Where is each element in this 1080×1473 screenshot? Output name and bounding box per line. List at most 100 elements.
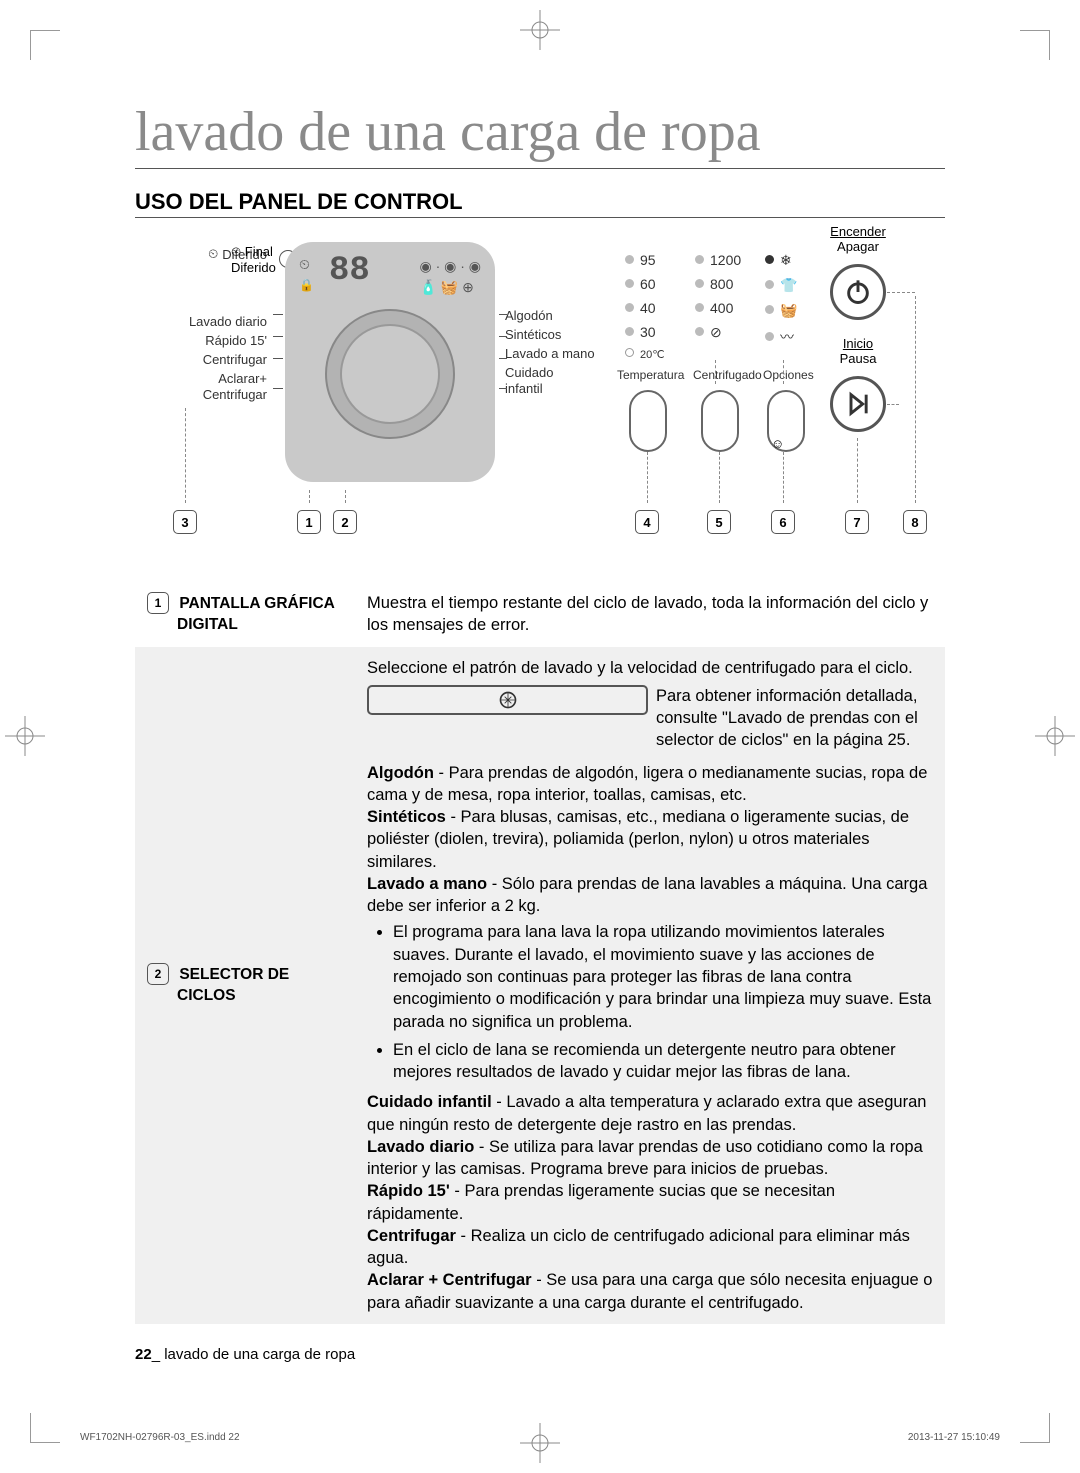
section-heading: USO DEL PANEL DE CONTROL (135, 189, 945, 215)
row-number: 2 (147, 963, 169, 985)
leader-line (915, 296, 916, 503)
opt-icon-wave: 〰 (780, 329, 794, 345)
callout-1: 1 (297, 510, 321, 534)
crop-mark (1020, 1413, 1050, 1443)
page-number: 22 (135, 1346, 152, 1363)
row-label-text: SELECTOR DE (179, 966, 289, 983)
row-label-text: PANTALLA GRÁFICA (179, 595, 335, 612)
callout-2: 2 (333, 510, 357, 534)
label-centrifugar: Centrifugar (135, 352, 267, 367)
control-panel-diagram: ⏲ Diferido Diferido Lavado diario Rápido… (135, 230, 945, 570)
lock-icon: 🔒 (299, 278, 314, 292)
leader-line (887, 404, 899, 405)
registration-mark (5, 716, 45, 756)
connector (499, 358, 507, 359)
crop-mark (1020, 30, 1050, 60)
connector (499, 314, 507, 315)
info-text: Para obtener información detallada, cons… (656, 685, 933, 752)
spin-400: 400 (710, 300, 733, 316)
desc-lavado-mano: Lavado a mano - Sólo para prendas de lan… (367, 873, 933, 918)
list-item: En el ciclo de lana se recomienda un det… (393, 1039, 933, 1084)
leader-line (185, 408, 186, 503)
callout-8: 8 (903, 510, 927, 534)
temperature-button (629, 390, 667, 452)
callout-7: 7 (845, 510, 869, 534)
label-aclarar2: Centrifugar (135, 387, 267, 402)
temp-30: 30 (640, 324, 656, 340)
leader-line (857, 438, 858, 503)
temperature-column: 95 60 40 30 20℃ (625, 252, 665, 369)
page-title: lavado de una carga de ropa (135, 100, 945, 169)
info-icon (367, 685, 648, 715)
temp-60: 60 (640, 276, 656, 292)
connector (499, 388, 507, 389)
print-meta-timestamp: 2013-11-27 15:10:49 (908, 1432, 1000, 1443)
connector (273, 314, 283, 315)
cycle-labels-right: Algodón Sintéticos Lavado a mano Cuidado… (505, 308, 595, 399)
footer-text: lavado de una carga de ropa (164, 1346, 355, 1363)
callout-6: 6 (771, 510, 795, 534)
leader-line (309, 490, 310, 503)
connector (273, 358, 283, 359)
leader-line (783, 360, 784, 384)
power-button (830, 264, 886, 320)
divider (135, 217, 945, 218)
callout-4: 4 (635, 510, 659, 534)
opt-icon-snow: ❄ (780, 252, 792, 268)
row-number: 1 (147, 592, 169, 614)
connector (273, 388, 283, 389)
desc-cuidado: Cuidado infantil - Lavado a alta tempera… (367, 1091, 933, 1136)
label-cuidado1: Cuidado (505, 365, 595, 380)
start-pause-button (830, 376, 886, 432)
bullet-list: El programa para lana lava la ropa utili… (393, 921, 933, 1083)
leader-line (887, 292, 915, 293)
crop-mark (30, 1413, 60, 1443)
desc-centrifugar: Centrifugar - Realiza un ciclo de centri… (367, 1225, 933, 1270)
desc-aclarar: Aclarar + Centrifugar - Se usa para una … (367, 1269, 933, 1314)
row-label-text: CICLOS (177, 987, 236, 1004)
desc-rapido: Rápido 15' - Para prendas ligeramente su… (367, 1180, 933, 1225)
info-note: Para obtener información detallada, cons… (367, 685, 933, 752)
options-label: Opciones (763, 368, 814, 382)
desc-sinteticos: Sintéticos - Para blusas, camisas, etc.,… (367, 806, 933, 873)
temp-20: 20℃ (640, 349, 665, 361)
label-rapido: Rápido 15' (135, 333, 267, 348)
list-item: El programa para lana lava la ropa utili… (393, 921, 933, 1032)
temp-95: 95 (640, 252, 656, 268)
table-row: 2 SELECTOR DE CICLOS Seleccione el patró… (135, 647, 945, 1324)
callout-5: 5 (707, 510, 731, 534)
row-description: Muestra el tiempo restante del ciclo de … (355, 582, 945, 647)
temp-40: 40 (640, 300, 656, 316)
registration-mark (1035, 716, 1075, 756)
leader-line (783, 452, 784, 503)
leader-line (647, 452, 648, 503)
label-aclarar1: Aclarar+ (135, 371, 267, 386)
leader-line (345, 490, 346, 503)
inicio-pausa-label: Inicio Pausa (818, 336, 898, 366)
footer-sep: _ (152, 1346, 165, 1363)
encender-apagar-label: Encender Apagar (818, 224, 898, 254)
desc-diario: Lavado diario - Se utiliza para lavar pr… (367, 1136, 933, 1181)
connector (273, 336, 283, 337)
spin-label: Centrifugado (693, 368, 762, 382)
dial-option-icons: ◉ · ◉ · ◉ 🧴 🧺 ⊕ (419, 258, 481, 300)
label-algodon: Algodón (505, 308, 595, 323)
label-cuidado2: infantil (505, 381, 595, 396)
spin-column: 1200 800 400 ⊘ (695, 252, 741, 349)
page-footer: 22_ lavado de una carga de ropa (135, 1346, 355, 1363)
print-meta-filename: WF1702NH-02796R-03_ES.indd 22 (80, 1432, 240, 1443)
desc-intro: Seleccione el patrón de lavado y la velo… (367, 657, 933, 679)
options-column: ❄ 👕 🧺 〰 (765, 252, 797, 355)
dial-display: 88 (329, 252, 370, 290)
leader-line (719, 452, 720, 503)
temperature-label: Temperatura (617, 368, 684, 382)
cycle-dial: ⏲ 🔒 88 ◉ · ◉ · ◉ 🧴 🧺 ⊕ (285, 242, 495, 482)
crop-mark (30, 30, 60, 60)
spin-none-icon: ⊘ (710, 324, 722, 340)
clock-icon: ⏲ (208, 246, 218, 262)
leader-line (715, 360, 716, 384)
registration-mark (520, 1423, 560, 1463)
desc-algodon: Algodón - Para prendas de algodón, liger… (367, 762, 933, 807)
connector (499, 336, 507, 337)
opt-icon-basket: 🧺 (780, 302, 797, 318)
